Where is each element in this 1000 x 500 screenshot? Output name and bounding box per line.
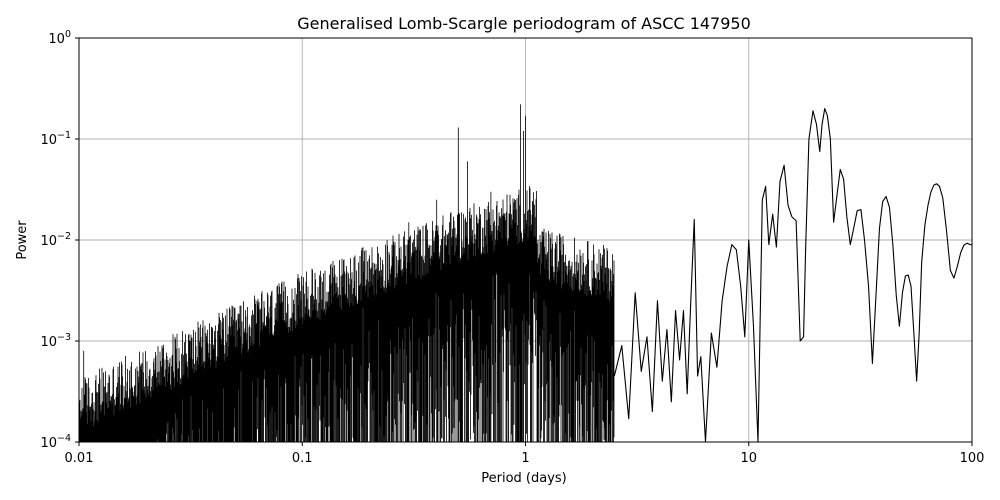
y-tick-exponent: −3 <box>57 332 71 343</box>
y-tick-label: 10−2 <box>40 231 71 249</box>
x-tick-label: 0.01 <box>65 451 94 466</box>
y-tick-exponent: −1 <box>57 130 71 141</box>
chart-title: Generalised Lomb-Scargle periodogram of … <box>297 14 751 33</box>
x-tick-label: 0.1 <box>292 451 313 466</box>
y-tick-base: 10 <box>40 133 57 148</box>
y-tick-exponent: −2 <box>57 231 71 242</box>
y-tick-exponent: −4 <box>57 433 71 444</box>
y-tick-label: 10−4 <box>40 433 71 451</box>
y-tick-base: 10 <box>40 335 57 350</box>
x-axis-label: Period (days) <box>481 471 567 486</box>
y-tick-base: 10 <box>48 32 65 47</box>
periodogram-series-line <box>613 108 972 443</box>
x-tick-label: 10 <box>740 451 757 466</box>
x-tick-label: 100 <box>960 451 985 466</box>
x-axis-ticks: 0.01 0.1 1 10 100 <box>65 442 985 466</box>
y-tick-label: 10−1 <box>40 130 71 148</box>
y-tick-base: 10 <box>40 234 57 249</box>
x-tick-label: 1 <box>521 451 529 466</box>
y-tick-exponent: 0 <box>65 29 71 40</box>
y-tick-label: 100 <box>48 29 71 47</box>
y-tick-label: 10−3 <box>40 332 71 350</box>
y-tick-base: 10 <box>40 436 57 451</box>
y-axis-label: Power <box>15 220 30 260</box>
